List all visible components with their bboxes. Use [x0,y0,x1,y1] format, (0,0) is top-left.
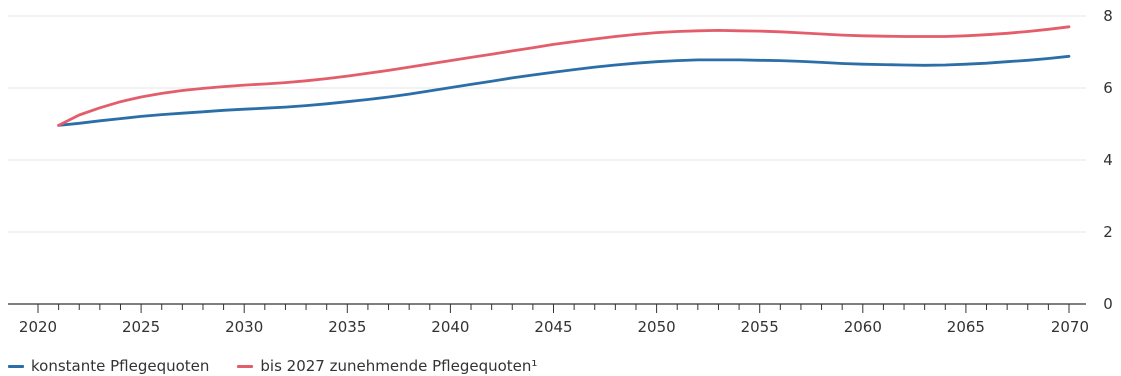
series-line-1 [57,25,1071,127]
gridlines [8,15,1086,233]
x-tick-label-2065: 2065 [947,318,985,336]
y-tick-label-4: 4 [1103,151,1113,169]
y-tick-label-0: 0 [1103,295,1113,313]
series-line-0 [57,54,1071,127]
y-tick-label-6: 6 [1103,79,1113,97]
x-tick-label-2060: 2060 [844,318,882,336]
y-tick-label-2: 2 [1103,223,1113,241]
y-tick-label-8: 8 [1103,7,1113,25]
x-tick-label-2070: 2070 [1051,318,1089,336]
x-tick-label-2040: 2040 [431,318,469,336]
y-axis-tick-labels: 0 2 4 6 8 [1103,7,1113,313]
x-tick-label-2035: 2035 [328,318,366,336]
legend-item-konstante: konstante Pflegequoten [8,357,209,375]
x-tick-label-2020: 2020 [19,318,57,336]
x-tick-label-2055: 2055 [741,318,779,336]
x-tick-label-2050: 2050 [638,318,676,336]
legend-label-konstante: konstante Pflegequoten [31,357,210,375]
legend-item-zunehmende: bis 2027 zunehmende Pflegequoten¹ [237,357,537,375]
legend-swatch-zunehmende [237,364,254,368]
x-tick-label-2045: 2045 [534,318,572,336]
legend: konstante Pflegequoten bis 2027 zunehmen… [8,357,537,375]
x-tick-label-2030: 2030 [225,318,263,336]
legend-swatch-konstante [8,364,24,368]
legend-label-zunehmende: bis 2027 zunehmende Pflegequoten¹ [260,357,538,375]
x-tick-label-2025: 2025 [122,318,160,336]
x-axis: 2020 2025 2030 2035 2040 2045 2050 2055 2060 2065… [8,303,1089,336]
series-lines [57,25,1071,127]
